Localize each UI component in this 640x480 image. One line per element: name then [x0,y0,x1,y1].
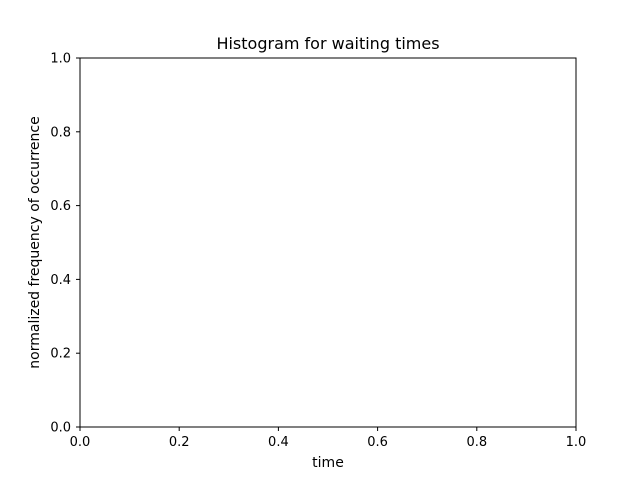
plot-area-frame [79,57,577,428]
x-axis-ticks: 0.0 0.2 0.4 0.6 0.8 1.0 [70,427,587,450]
x-tick-label: 0.8 [466,435,487,450]
y-tick-label: 1.0 [50,52,71,67]
y-tick-label: 0.2 [50,347,71,362]
y-tick-label: 0.0 [50,421,71,436]
y-axis-ticks: 0.0 0.2 0.4 0.6 0.8 1.0 [50,52,80,436]
y-axis-label: normalized frequency of occurrence [27,116,43,368]
x-tick-label: 0.4 [268,435,289,450]
y-tick-label: 0.4 [50,273,71,288]
y-tick-label: 0.8 [50,125,71,140]
chart-title: Histogram for waiting times [216,34,439,53]
x-tick-label: 1.0 [566,435,587,450]
x-tick-label: 0.0 [70,435,91,450]
x-axis-label: time [312,455,344,471]
x-tick-label: 0.6 [367,435,388,450]
x-tick-label: 0.2 [169,435,190,450]
y-tick-label: 0.6 [50,199,71,214]
